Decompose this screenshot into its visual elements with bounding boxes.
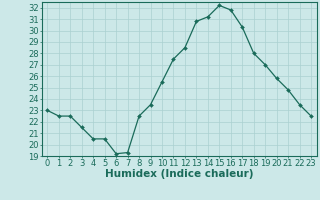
X-axis label: Humidex (Indice chaleur): Humidex (Indice chaleur) xyxy=(105,169,253,179)
